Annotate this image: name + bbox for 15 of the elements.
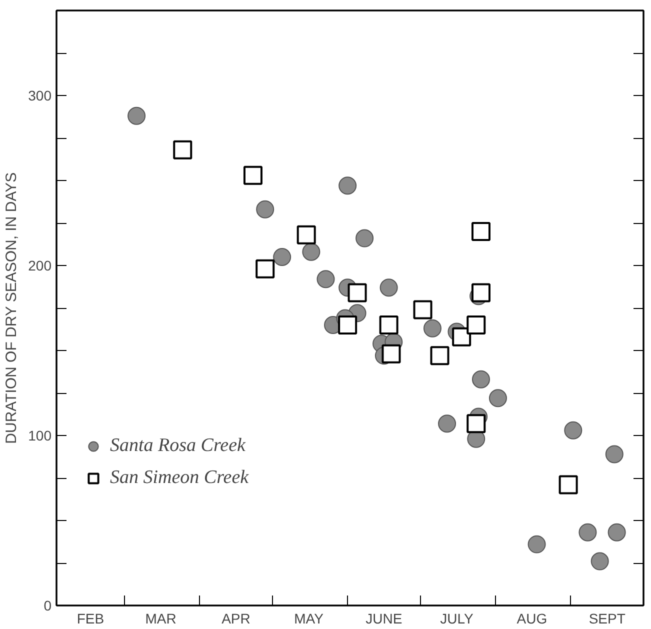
legend-label: Santa Rosa Creek	[110, 435, 246, 457]
x-tick-label: MAY	[294, 610, 324, 626]
y-tick-label: 100	[28, 428, 52, 444]
x-tick-label: FEB	[76, 610, 104, 626]
x-tick-label: JUNE	[366, 610, 402, 626]
x-tick-label: SEPT	[588, 610, 626, 626]
y-tick-label: 200	[28, 258, 52, 274]
x-tick-label: APR	[222, 610, 250, 626]
x-tick-label: AUG	[516, 610, 548, 626]
y-tick-label: 300	[28, 88, 52, 104]
y-tick-label: 0	[44, 598, 52, 614]
x-tick-label: JULY	[440, 610, 474, 626]
legend-label: San Simeon Creek	[110, 467, 249, 489]
y-axis-title: DURATION OF DRY SEASON, IN DAYS	[3, 172, 20, 444]
x-tick-label: MAR	[145, 610, 176, 626]
